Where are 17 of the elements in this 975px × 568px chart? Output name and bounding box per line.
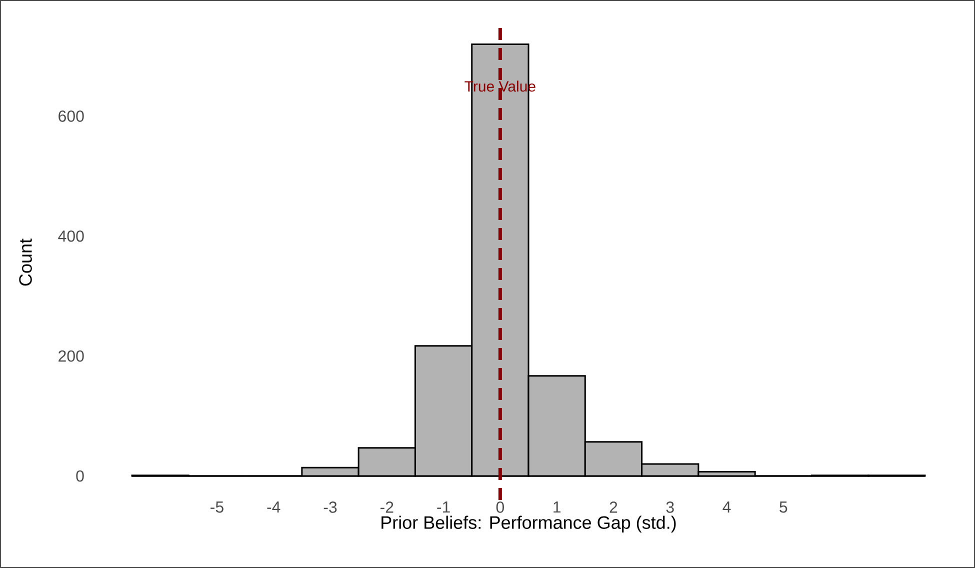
x-tick-label: -1 [437,502,450,513]
y-tick-label: 600 [58,110,84,122]
x-tick-label: 1 [554,502,560,513]
x-tick-label: 0 [496,502,504,513]
y-tick-label: 400 [58,230,84,242]
x-tick-label: -4 [267,502,280,513]
x-tick-label: 5 [780,502,788,513]
x-axis-title: Prior Beliefs: Performance Gap (std.) [382,516,676,533]
x-tick-label: 2 [610,502,618,513]
x-tick-label: 3 [666,502,674,513]
x-tick-label: -2 [380,502,394,513]
x-tick-label: -3 [324,502,337,513]
y-tick-label: 0 [76,470,84,482]
y-axis-title: Count [19,238,32,286]
x-tick-label: 4 [722,502,731,513]
x-tick-label: -5 [210,502,224,513]
y-tick-label: 200 [58,350,84,362]
